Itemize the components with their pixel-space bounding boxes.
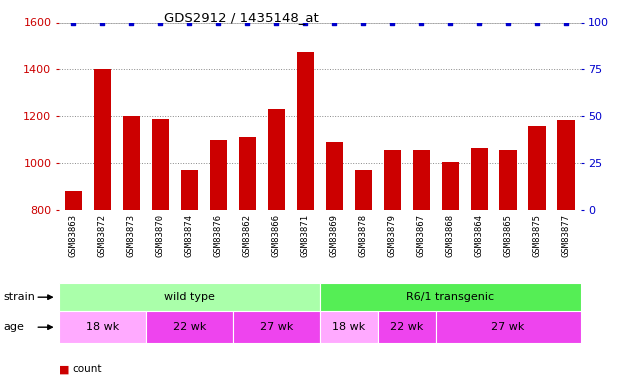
Point bbox=[127, 20, 137, 26]
Text: GSM83863: GSM83863 bbox=[69, 214, 78, 256]
Text: GSM83869: GSM83869 bbox=[330, 214, 339, 256]
Bar bbox=[233, 311, 320, 343]
Text: GSM83874: GSM83874 bbox=[185, 214, 194, 256]
Point bbox=[416, 20, 426, 26]
Text: R6/1 transgenic: R6/1 transgenic bbox=[406, 292, 494, 302]
Text: age: age bbox=[3, 322, 24, 332]
Text: GSM83864: GSM83864 bbox=[474, 214, 484, 256]
Bar bbox=[471, 148, 488, 375]
Point bbox=[97, 20, 107, 26]
Bar bbox=[152, 118, 169, 375]
Bar bbox=[297, 52, 314, 375]
Bar bbox=[268, 109, 285, 375]
Bar bbox=[65, 191, 82, 375]
Text: 18 wk: 18 wk bbox=[332, 322, 365, 332]
Text: GSM83877: GSM83877 bbox=[561, 214, 571, 256]
Point bbox=[214, 20, 224, 26]
Bar bbox=[210, 140, 227, 375]
Text: GSM83876: GSM83876 bbox=[214, 214, 223, 256]
Text: GSM83872: GSM83872 bbox=[98, 214, 107, 256]
Bar bbox=[320, 311, 378, 343]
Point bbox=[184, 20, 194, 26]
Text: 27 wk: 27 wk bbox=[260, 322, 293, 332]
Text: GSM83868: GSM83868 bbox=[446, 214, 455, 256]
Point bbox=[242, 20, 252, 26]
Bar bbox=[181, 170, 198, 375]
Bar bbox=[59, 311, 146, 343]
Point bbox=[301, 20, 310, 26]
Point bbox=[532, 20, 542, 26]
Text: count: count bbox=[73, 364, 102, 374]
Bar bbox=[499, 150, 517, 375]
Point bbox=[445, 20, 455, 26]
Text: GSM83866: GSM83866 bbox=[272, 214, 281, 256]
Text: GSM83865: GSM83865 bbox=[504, 214, 513, 256]
Text: wild type: wild type bbox=[164, 292, 215, 302]
Point bbox=[358, 20, 368, 26]
Bar bbox=[558, 120, 575, 375]
Point bbox=[155, 20, 165, 26]
Text: GSM83867: GSM83867 bbox=[417, 214, 426, 256]
Bar bbox=[238, 137, 256, 375]
Text: GSM83871: GSM83871 bbox=[301, 214, 310, 256]
Text: 27 wk: 27 wk bbox=[491, 322, 525, 332]
Text: 18 wk: 18 wk bbox=[86, 322, 119, 332]
Text: ■: ■ bbox=[59, 364, 70, 374]
Text: GDS2912 / 1435148_at: GDS2912 / 1435148_at bbox=[164, 11, 319, 24]
Bar bbox=[94, 69, 111, 375]
Bar bbox=[436, 311, 581, 343]
Bar bbox=[355, 170, 372, 375]
Bar bbox=[123, 116, 140, 375]
Point bbox=[474, 20, 484, 26]
Bar bbox=[442, 162, 459, 375]
Point bbox=[271, 20, 281, 26]
Point bbox=[561, 20, 571, 26]
Point bbox=[68, 20, 78, 26]
Text: strain: strain bbox=[3, 292, 35, 302]
Bar bbox=[320, 283, 581, 311]
Text: GSM83873: GSM83873 bbox=[127, 214, 136, 256]
Bar bbox=[412, 150, 430, 375]
Point bbox=[388, 20, 397, 26]
Bar bbox=[59, 283, 320, 311]
Text: GSM83870: GSM83870 bbox=[156, 214, 165, 256]
Text: GSM83878: GSM83878 bbox=[359, 214, 368, 256]
Bar bbox=[378, 311, 436, 343]
Text: 22 wk: 22 wk bbox=[173, 322, 206, 332]
Bar bbox=[384, 150, 401, 375]
Point bbox=[503, 20, 513, 26]
Text: GSM83879: GSM83879 bbox=[388, 214, 397, 256]
Bar bbox=[325, 142, 343, 375]
Text: GSM83875: GSM83875 bbox=[533, 214, 542, 256]
Text: GSM83862: GSM83862 bbox=[243, 214, 252, 256]
Bar bbox=[146, 311, 233, 343]
Point bbox=[329, 20, 339, 26]
Bar bbox=[528, 126, 546, 375]
Text: 22 wk: 22 wk bbox=[390, 322, 424, 332]
